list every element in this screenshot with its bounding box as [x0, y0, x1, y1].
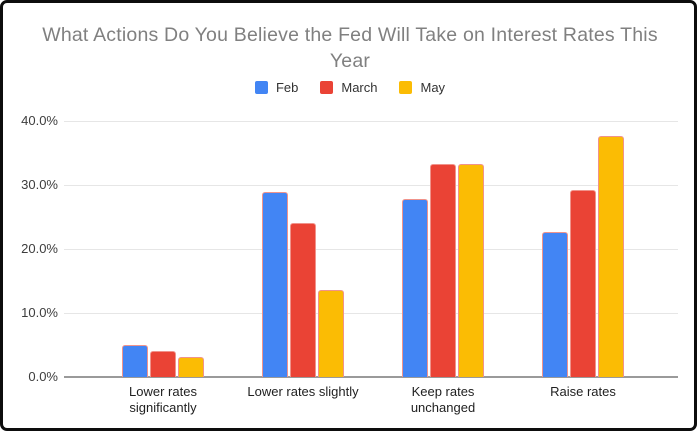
bars-row-lower-rates-slightly	[262, 192, 344, 377]
bar-may-raise-rates	[598, 136, 624, 377]
bar-feb-lower-rates-slightly	[262, 192, 288, 377]
bar-group-keep-rates-unchanged: Keep rates unchanged	[373, 121, 513, 415]
legend-label-may: May	[420, 80, 446, 95]
category-label-keep-rates-unchanged: Keep rates unchanged	[410, 384, 476, 415]
bar-feb-lower-rates-significantly	[122, 345, 148, 377]
legend-item-may: May	[399, 80, 445, 95]
bar-march-keep-rates-unchanged	[430, 164, 456, 377]
gridline-20-0pct	[64, 249, 678, 250]
y-axis-tick-40-0pct: 40.0%	[21, 113, 58, 128]
bar-group-raise-rates: Raise rates	[513, 121, 653, 399]
chart-title: What Actions Do You Believe the Fed Will…	[42, 24, 658, 72]
legend-swatch-march	[320, 81, 334, 94]
bar-feb-raise-rates	[542, 232, 568, 377]
bar-group-lower-rates-significantly: Lower rates significantly	[93, 121, 233, 415]
bars-row-lower-rates-significantly	[122, 345, 204, 377]
bar-march-lower-rates-slightly	[290, 223, 316, 377]
y-axis-tick-0-0pct: 0.0%	[28, 369, 58, 384]
chart-legend: Feb March May	[0, 80, 700, 95]
gridline-40-0pct	[64, 121, 678, 122]
x-axis-line	[64, 376, 678, 378]
category-label-lower-rates-significantly: Lower rates significantly	[129, 384, 197, 415]
bars-row-raise-rates	[542, 136, 624, 377]
category-label-raise-rates: Raise rates	[550, 384, 616, 399]
legend-swatch-may	[399, 81, 413, 94]
bar-feb-keep-rates-unchanged	[402, 199, 428, 377]
plot-area: 40.0% 30.0% 20.0% 10.0% 0.0% Lower rates signi…	[0, 113, 700, 415]
bar-may-keep-rates-unchanged	[458, 164, 484, 377]
bar-march-lower-rates-significantly	[150, 351, 176, 377]
bars-row-keep-rates-unchanged	[402, 164, 484, 377]
y-axis-tick-10-0pct: 10.0%	[21, 305, 58, 320]
bar-may-lower-rates-significantly	[178, 357, 204, 377]
bar-may-lower-rates-slightly	[318, 290, 344, 377]
bar-group-lower-rates-slightly: Lower rates slightly	[233, 121, 373, 399]
bar-march-raise-rates	[570, 190, 596, 377]
legend-label-march: March	[341, 80, 378, 95]
y-axis-tick-20-0pct: 20.0%	[21, 241, 58, 256]
legend-label-feb: Feb	[275, 80, 299, 95]
gridline-10-0pct	[64, 313, 678, 314]
legend-item-march: March	[320, 80, 377, 95]
y-axis-tick-30-0pct: 30.0%	[21, 177, 58, 192]
gridline-30-0pct	[64, 185, 678, 186]
legend-swatch-feb	[254, 81, 268, 94]
category-label-lower-rates-slightly: Lower rates slightly	[247, 384, 359, 399]
legend-item-feb: Feb	[254, 80, 299, 95]
